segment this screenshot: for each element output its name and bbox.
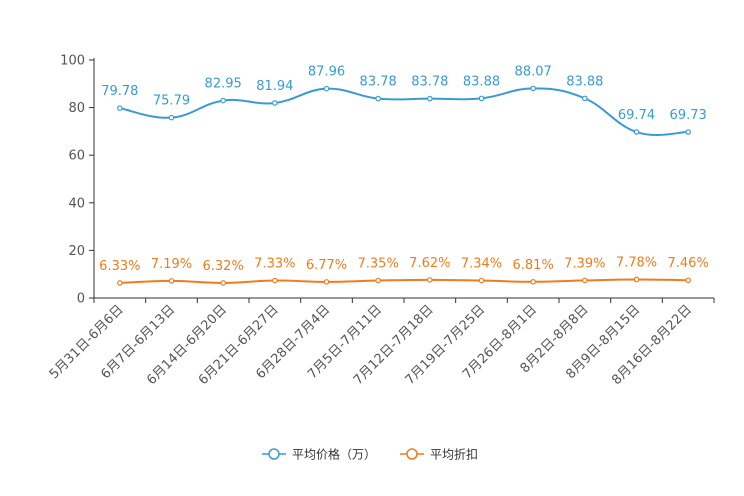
data-point [168,114,175,121]
legend-marker [268,448,280,460]
data-label: 83.78 [360,75,397,90]
data-point [582,277,588,284]
data-label: 79.78 [101,84,138,99]
legend-label: 平均价格（万） [292,447,376,462]
x-axis: 5月31日-6月6日6月7日-6月13日6月14日-6月20日6月21日-6月2… [47,297,715,388]
data-label: 7.19% [151,257,192,272]
data-point [220,97,226,104]
y-tick-label: 40 [68,196,85,211]
data-label: 69.74 [618,108,655,123]
data-label: 75.79 [153,94,190,109]
data-point [427,95,433,102]
data-point [530,85,536,92]
data-point [685,129,691,135]
series-line [119,278,689,284]
legend-marker [406,448,418,460]
data-label: 83.78 [411,75,448,90]
data-point [220,280,226,286]
data-label: 7.78% [616,255,657,270]
data-label: 6.32% [203,259,244,274]
series-line [119,87,689,136]
data-label: 7.39% [564,256,605,271]
legend-item-average-discount: 平均折扣 [400,447,478,462]
data-label: 7.46% [668,256,709,271]
data-point [323,279,330,285]
data-point [685,277,691,284]
y-axis: 0 20 40 60 80 100 [60,54,95,307]
data-point [633,129,640,135]
data-label: 88.07 [515,64,552,79]
series-average-price: 79.78 75.79 82.95 81.94 87.96 83.78 83.78 83.88… [101,64,707,136]
data-label: 6.33% [99,259,140,274]
data-point [582,95,588,102]
legend: 平均价格（万） 平均折扣 [262,447,478,462]
data-point [272,277,278,284]
data-point [117,280,123,286]
data-point [168,278,175,284]
series-layer: 79.78 75.79 82.95 81.94 87.96 83.78 83.78 83.88… [99,64,709,286]
data-point [272,100,278,106]
data-point [633,276,640,283]
legend-item-average-price: 平均价格（万） [262,447,376,462]
data-label: 83.88 [566,74,603,89]
series-average-discount: 6.33% 7.19% 6.32% 7.33% 6.77% 7.35% 7.62% 7.34%… [99,255,709,286]
data-label: 87.96 [308,65,345,80]
data-label: 69.73 [670,108,707,123]
data-label: 7.34% [461,257,502,272]
data-point [375,95,381,102]
data-label: 7.35% [358,257,399,272]
data-label: 6.81% [513,258,554,273]
data-point [530,278,536,285]
data-point [478,277,485,284]
y-tick-label: 60 [68,149,85,164]
data-label: 81.94 [256,79,293,94]
data-label: 6.77% [306,258,347,273]
y-tick-label: 0 [77,292,85,307]
data-label: 83.88 [463,74,500,89]
y-tick-label: 20 [68,244,85,259]
data-label: 82.95 [205,77,242,92]
data-point [478,95,485,102]
y-tick-label: 80 [68,101,85,116]
y-tick-label: 100 [60,54,85,69]
data-label: 7.62% [409,256,450,271]
legend-label: 平均折扣 [430,447,478,462]
data-point [427,277,433,283]
data-point [117,105,123,111]
data-label: 7.33% [254,257,295,272]
data-point [323,85,330,92]
data-point [375,277,381,284]
